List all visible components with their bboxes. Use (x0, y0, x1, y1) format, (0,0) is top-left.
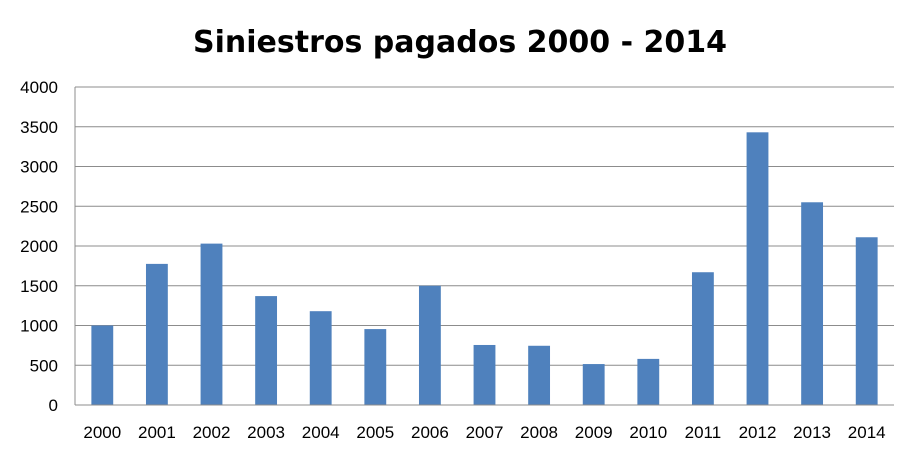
bar-2014 (855, 237, 878, 405)
bar-2008 (528, 345, 551, 405)
bar-2004 (309, 311, 332, 405)
y-tick-label: 4000 (20, 78, 58, 97)
bar-2003 (255, 296, 278, 405)
y-tick-label: 3500 (20, 118, 58, 137)
x-tick-label: 2007 (466, 423, 504, 442)
x-tick-label: 2000 (83, 423, 121, 442)
bar-2002 (200, 243, 223, 405)
x-tick-label: 2005 (356, 423, 394, 442)
x-tick-label: 2009 (575, 423, 613, 442)
y-tick-label: 0 (49, 396, 58, 415)
x-tick-label: 2011 (685, 423, 722, 442)
y-tick-label: 2500 (20, 197, 58, 216)
bar-2013 (801, 202, 824, 405)
bar-2007 (473, 344, 496, 405)
x-tick-label: 2008 (520, 423, 558, 442)
y-tick-label: 500 (30, 356, 58, 375)
y-tick-label: 3000 (20, 158, 58, 177)
x-tick-label: 2001 (138, 423, 176, 442)
bar-2001 (145, 263, 168, 405)
y-tick-label: 2000 (20, 237, 58, 256)
x-tick-label: 2006 (411, 423, 449, 442)
bar-2006 (418, 285, 441, 405)
bar-2010 (637, 358, 660, 405)
y-axis-ticks: 0 500 1000 1500 2000 2500 3000 3500 4000 (20, 78, 58, 415)
chart-title: Siniestros pagados 2000 - 2014 (193, 25, 727, 60)
x-axis-ticks: 2000 2001 2002 2003 2004 2005 2006 2007 2008 2009… (83, 423, 885, 442)
y-tick-label: 1000 (20, 317, 58, 336)
bar-2011 (691, 272, 714, 405)
bar-2009 (582, 364, 605, 405)
x-tick-label: 2013 (793, 423, 831, 442)
bar-2012 (746, 132, 769, 405)
x-tick-label: 2002 (193, 423, 231, 442)
bars (91, 132, 878, 405)
x-tick-label: 2014 (848, 423, 886, 442)
bar-2005 (364, 329, 387, 405)
x-tick-label: 2012 (739, 423, 777, 442)
y-tick-label: 1500 (20, 277, 58, 296)
bar-2000 (91, 325, 114, 405)
gridlines (75, 86, 894, 366)
x-tick-label: 2010 (629, 423, 667, 442)
x-tick-label: 2003 (247, 423, 285, 442)
x-tick-label: 2004 (302, 423, 340, 442)
